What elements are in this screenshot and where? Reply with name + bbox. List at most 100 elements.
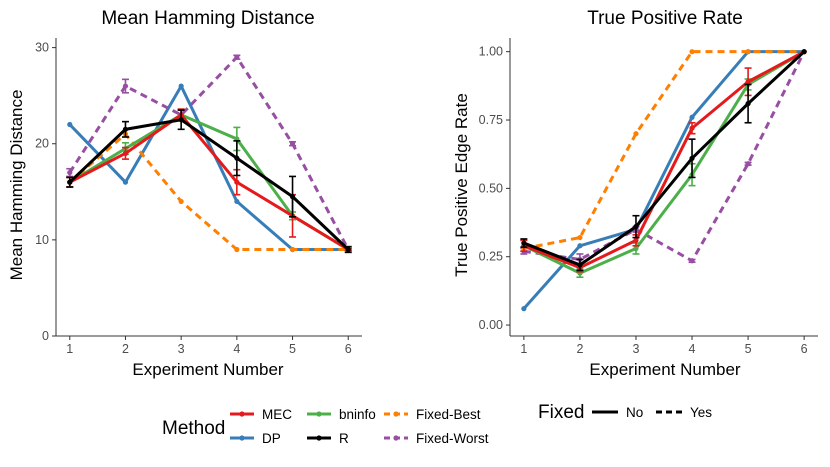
x-tick-label: 3 xyxy=(178,342,185,356)
y-tick-label: 0.00 xyxy=(479,318,503,332)
legend-label: Fixed-Worst xyxy=(416,431,489,446)
y-tick-label: 1.00 xyxy=(479,45,503,59)
data-point xyxy=(801,49,807,55)
legend-key-point xyxy=(316,435,322,441)
series-line-fixed-worst xyxy=(523,50,806,263)
data-point xyxy=(289,194,296,200)
y-axis-label-tpr: True Positive Edge Rate xyxy=(452,93,471,277)
series-line-r xyxy=(523,50,806,267)
legend-key-point xyxy=(393,411,399,417)
legend-item-r: R xyxy=(307,431,349,446)
data-point xyxy=(689,155,695,161)
series-mec xyxy=(520,49,807,273)
legend-label: MEC xyxy=(262,407,292,422)
x-tick-label: 5 xyxy=(745,342,752,356)
data-point xyxy=(178,117,184,123)
data-point xyxy=(689,125,695,131)
series-line-fixed-best xyxy=(523,50,805,250)
legend-label: R xyxy=(339,431,349,446)
x-axis-label-hamming: Experiment Number xyxy=(132,360,284,379)
data-point xyxy=(234,246,240,253)
data-point xyxy=(689,49,695,55)
data-point xyxy=(745,79,751,85)
data-point xyxy=(745,161,751,167)
data-point xyxy=(234,54,240,60)
data-point xyxy=(577,234,583,241)
legend-label: Yes xyxy=(690,405,712,420)
legend-key-point xyxy=(316,411,322,417)
series-mec xyxy=(66,108,352,253)
legend-label: No xyxy=(626,405,643,420)
data-point xyxy=(122,150,129,156)
legend-label: Fixed-Best xyxy=(416,407,481,422)
x-tick-label: 5 xyxy=(289,342,296,356)
data-point xyxy=(689,258,695,264)
data-point xyxy=(633,245,639,252)
x-tick-label: 1 xyxy=(520,342,527,356)
x-tick-label: 6 xyxy=(801,342,808,356)
x-axis-label-tpr: Experiment Number xyxy=(589,360,741,379)
legend-item-dp: DP xyxy=(230,431,281,446)
series-bninfo xyxy=(66,108,352,253)
legend-item-fixed-worst: Fixed-Worst xyxy=(384,431,489,446)
data-point xyxy=(521,240,527,246)
series-line-mec xyxy=(69,113,350,251)
data-point xyxy=(577,243,583,249)
chart-title-tpr: True Positive Rate xyxy=(587,8,743,29)
y-tick-label: 20 xyxy=(35,137,49,151)
x-tick-label: 4 xyxy=(233,342,240,356)
data-point xyxy=(345,246,351,253)
data-point xyxy=(689,114,695,120)
data-point xyxy=(67,121,73,128)
legend-key-point xyxy=(239,435,245,441)
legend-item-mec: MEC xyxy=(230,407,292,422)
series-line-fixed-worst xyxy=(68,55,350,251)
legend-key-point xyxy=(393,435,399,441)
data-point xyxy=(633,131,639,137)
legend-title-method: Method xyxy=(162,418,225,439)
data-point xyxy=(289,141,296,147)
y-tick-label: 0 xyxy=(42,329,49,343)
x-tick-label: 1 xyxy=(66,342,73,356)
legend-label: DP xyxy=(262,431,281,446)
legend-item-bninfo: bninfo xyxy=(307,407,376,422)
series-line-mec xyxy=(523,50,805,270)
y-tick-label: 0.75 xyxy=(479,113,503,127)
data-point xyxy=(234,198,240,205)
data-point xyxy=(67,179,73,185)
data-point xyxy=(234,179,240,185)
data-point xyxy=(122,126,129,132)
legend-item-fixed-best: Fixed-Best xyxy=(384,407,481,422)
x-tick-label: 3 xyxy=(632,342,639,356)
y-axis-label-hamming: Mean Hamming Distance xyxy=(7,90,26,281)
data-point xyxy=(745,49,751,55)
legend-title-fixed: Fixed xyxy=(538,402,584,423)
data-point xyxy=(577,262,583,268)
legend: Method Fixed MEC DP bninfo R Fixed-Best Fixed… xyxy=(162,402,712,446)
data-point xyxy=(633,224,639,230)
y-tick-label: 0.25 xyxy=(479,250,503,264)
series-fixed-worst xyxy=(520,49,807,266)
legend-key-point xyxy=(239,411,245,417)
series-r xyxy=(520,49,807,272)
data-point xyxy=(122,83,129,89)
x-tick-label: 4 xyxy=(689,342,696,356)
legend-item-fixed-yes: Yes xyxy=(656,405,712,420)
data-point xyxy=(289,246,296,253)
y-tick-label: 30 xyxy=(35,41,49,55)
data-point xyxy=(178,198,184,205)
data-point xyxy=(178,83,184,89)
series-line-bninfo xyxy=(68,113,350,251)
x-tick-label: 2 xyxy=(576,342,583,356)
y-tick-label: 0.50 xyxy=(479,181,503,195)
data-point xyxy=(521,306,527,312)
data-point xyxy=(745,101,751,107)
series-line-bninfo xyxy=(523,50,805,275)
legend-label: bninfo xyxy=(339,407,376,422)
x-tick-label: 2 xyxy=(122,342,129,356)
x-tick-label: 6 xyxy=(345,342,352,356)
series-line-dp xyxy=(68,84,349,251)
chart-title-hamming: Mean Hamming Distance xyxy=(101,8,314,29)
panel-true-positive: True Positive Rate True Positive Edge Ra… xyxy=(452,8,818,379)
